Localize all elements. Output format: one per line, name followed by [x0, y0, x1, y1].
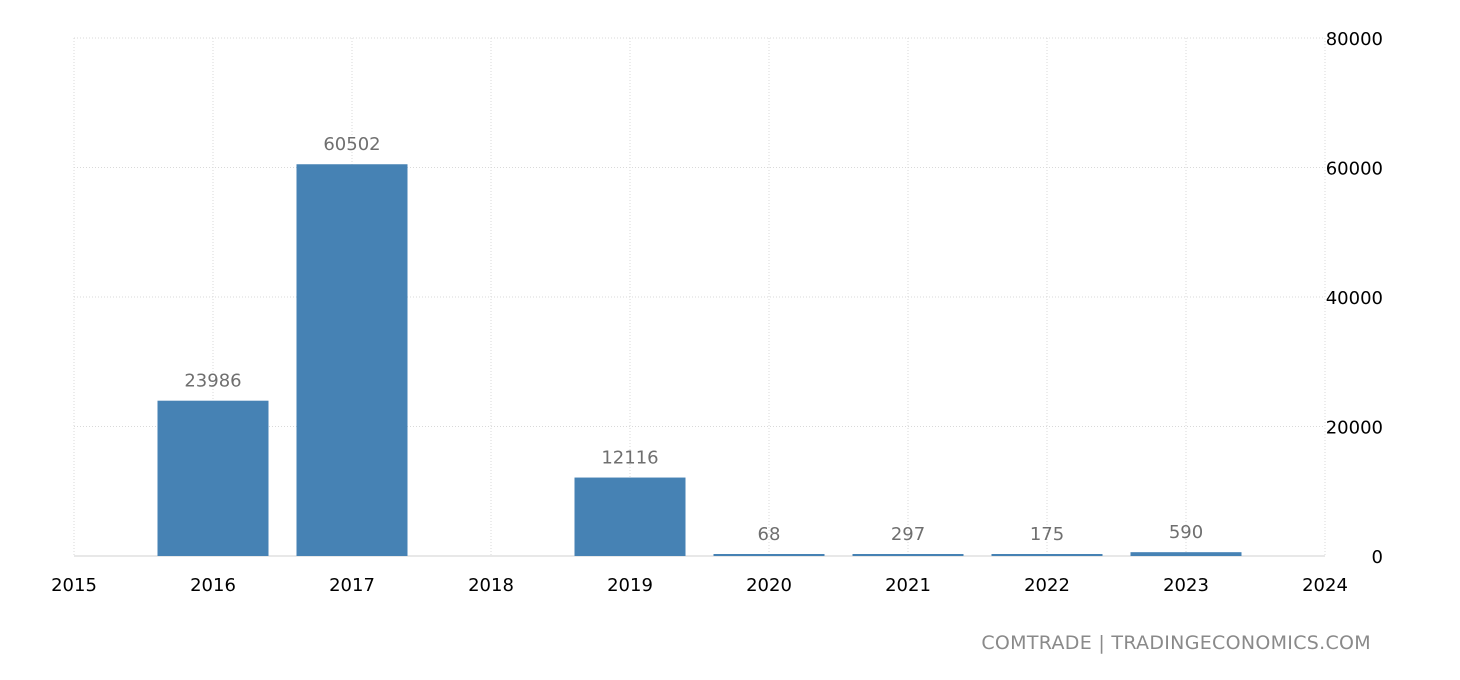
bar-2017[interactable]	[296, 164, 408, 556]
x-tick-label: 2018	[468, 575, 514, 596]
y-tick-label: 80000	[1326, 29, 1383, 50]
x-tick-label: 2016	[190, 575, 236, 596]
y-tick-label: 0	[1372, 547, 1383, 568]
bars	[157, 164, 1242, 556]
x-tick-label: 2017	[329, 575, 375, 596]
data-label-2022: 175	[1030, 524, 1064, 545]
data-labels: 23986 60502 12116 68 297 175 590	[184, 134, 1203, 545]
x-tick-label: 2022	[1024, 575, 1070, 596]
x-tick-label: 2021	[885, 575, 931, 596]
data-label-2020: 68	[758, 524, 781, 545]
y-tick-label: 40000	[1326, 288, 1383, 309]
bar-2020[interactable]	[713, 554, 825, 556]
x-axis-ticks: 2015 2016 2017 2018 2019 2020 2021 2022 2023 2024	[51, 575, 1348, 596]
bar-2023[interactable]	[1130, 552, 1242, 556]
y-tick-label: 60000	[1326, 159, 1383, 180]
data-label-2021: 297	[891, 524, 925, 545]
y-tick-label: 20000	[1326, 418, 1383, 439]
x-tick-label: 2019	[607, 575, 653, 596]
data-label-2016: 23986	[184, 371, 241, 392]
source-credit: COMTRADE | TRADINGECONOMICS.COM	[981, 632, 1371, 654]
bar-2021[interactable]	[852, 554, 964, 556]
y-axis-ticks: 0 20000 40000 60000 80000	[1326, 29, 1383, 568]
x-tick-label: 2023	[1163, 575, 1209, 596]
x-tick-label: 2024	[1302, 575, 1348, 596]
data-label-2017: 60502	[323, 134, 380, 155]
x-tick-label: 2020	[746, 575, 792, 596]
x-tick-label: 2015	[51, 575, 97, 596]
data-label-2023: 590	[1169, 522, 1203, 543]
bar-2016[interactable]	[157, 400, 269, 556]
data-label-2019: 12116	[601, 448, 658, 469]
bar-2022[interactable]	[991, 554, 1103, 556]
bar-2019[interactable]	[574, 477, 686, 556]
